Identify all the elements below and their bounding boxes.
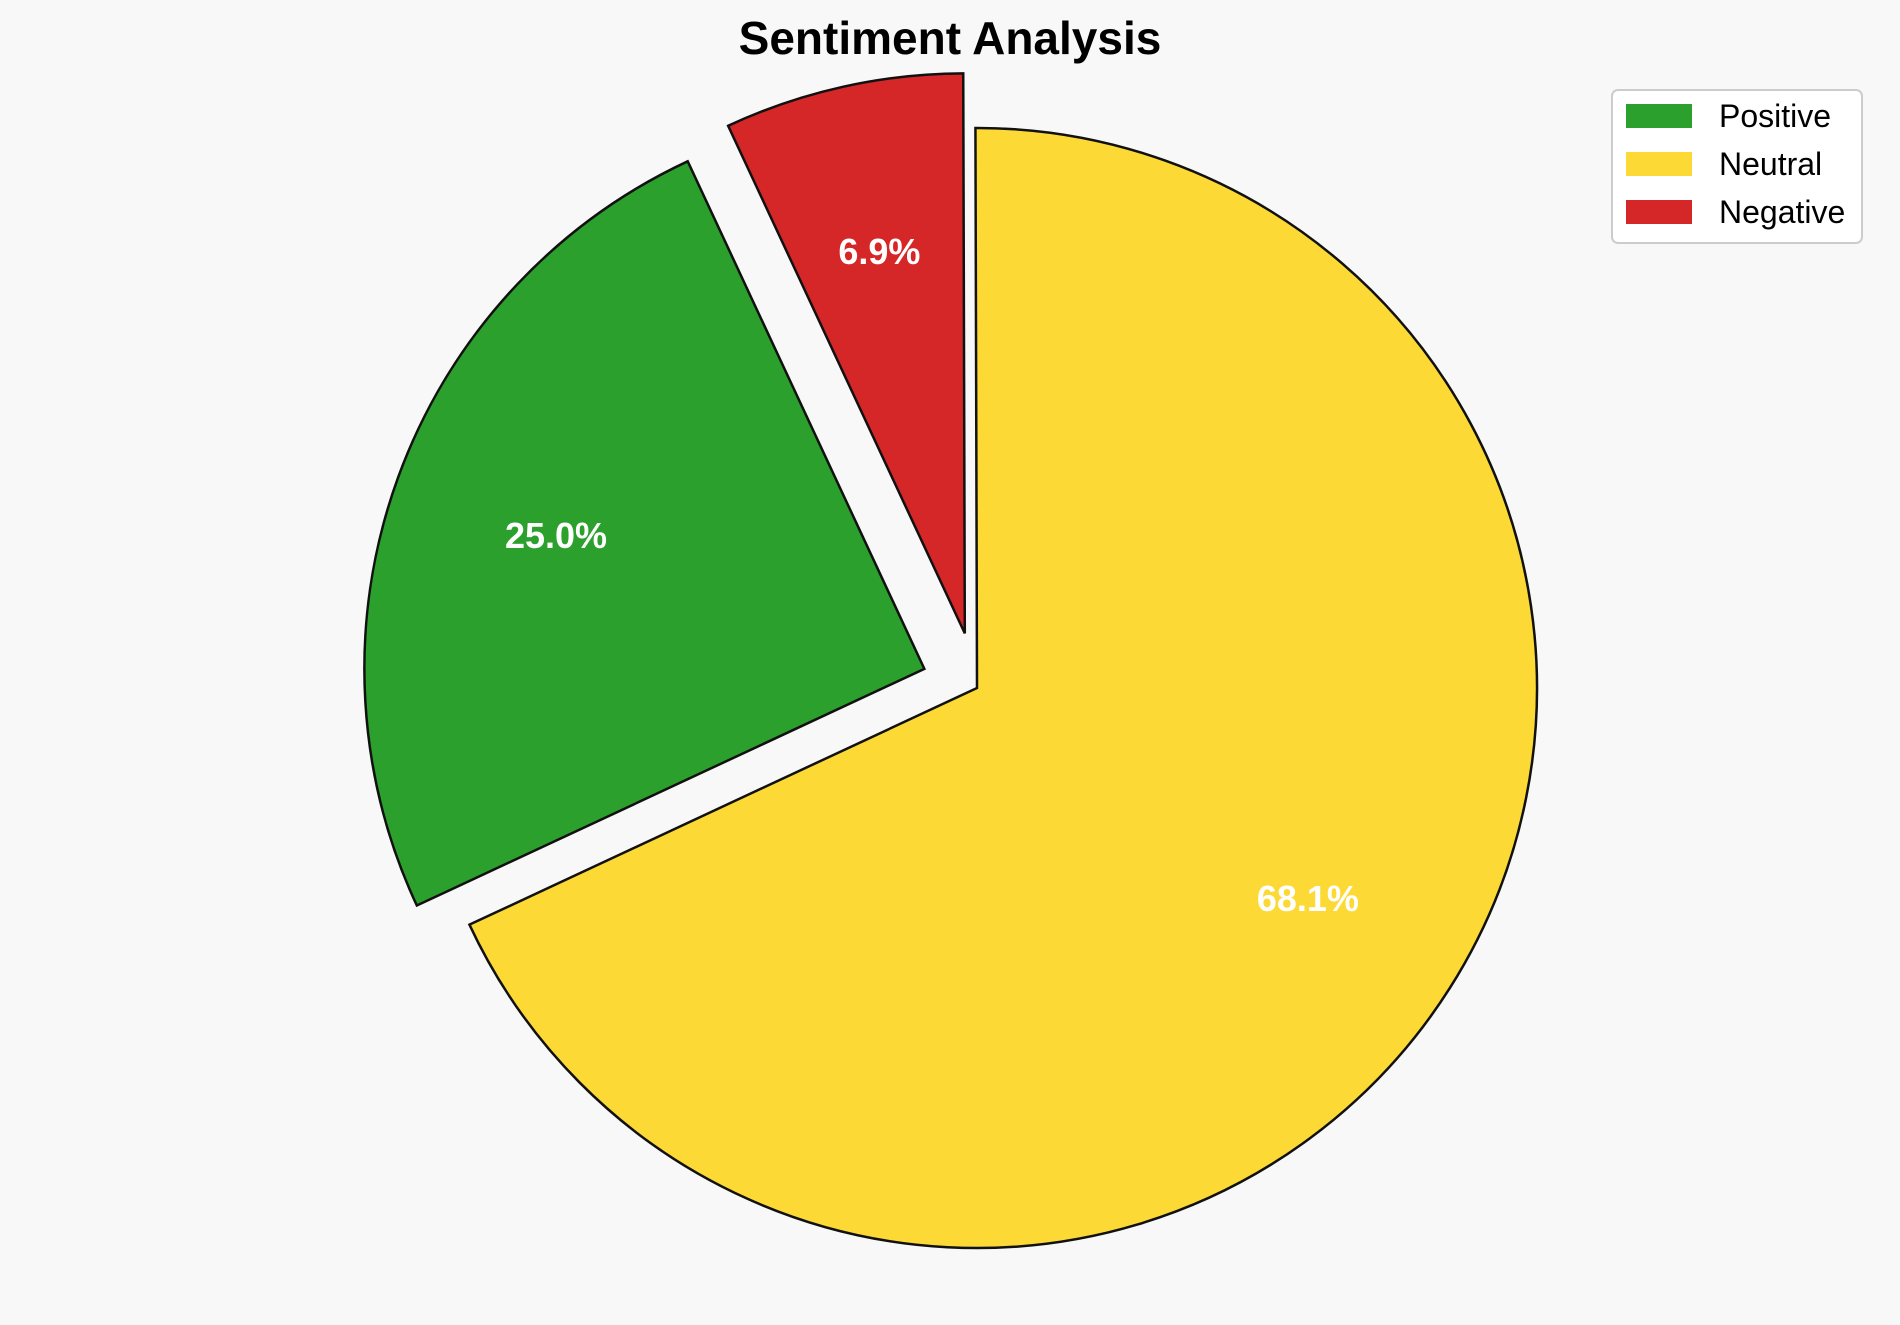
pie-labels: 25.0% 68.1% 6.9%: [505, 231, 1359, 919]
pie-slice-neutral: [467, 126, 1539, 1250]
pie-label-negative: 6.9%: [838, 231, 920, 272]
pie-slice-positive: [363, 159, 927, 908]
legend-label-positive: Positive: [1719, 98, 1831, 134]
legend: Positive Neutral Negative: [1611, 89, 1863, 244]
legend-swatch-negative: [1626, 200, 1692, 224]
chart-title: Sentiment Analysis: [739, 12, 1162, 64]
pie-slices: [363, 72, 1539, 1250]
legend-label-negative: Negative: [1719, 194, 1845, 230]
pie-label-positive: 25.0%: [505, 515, 607, 556]
legend-swatch-positive: [1626, 104, 1692, 128]
pie-label-neutral: 68.1%: [1257, 878, 1359, 919]
legend-label-neutral: Neutral: [1719, 146, 1822, 182]
pie-slice-negative: [726, 72, 967, 634]
legend-swatch-neutral: [1626, 152, 1692, 176]
